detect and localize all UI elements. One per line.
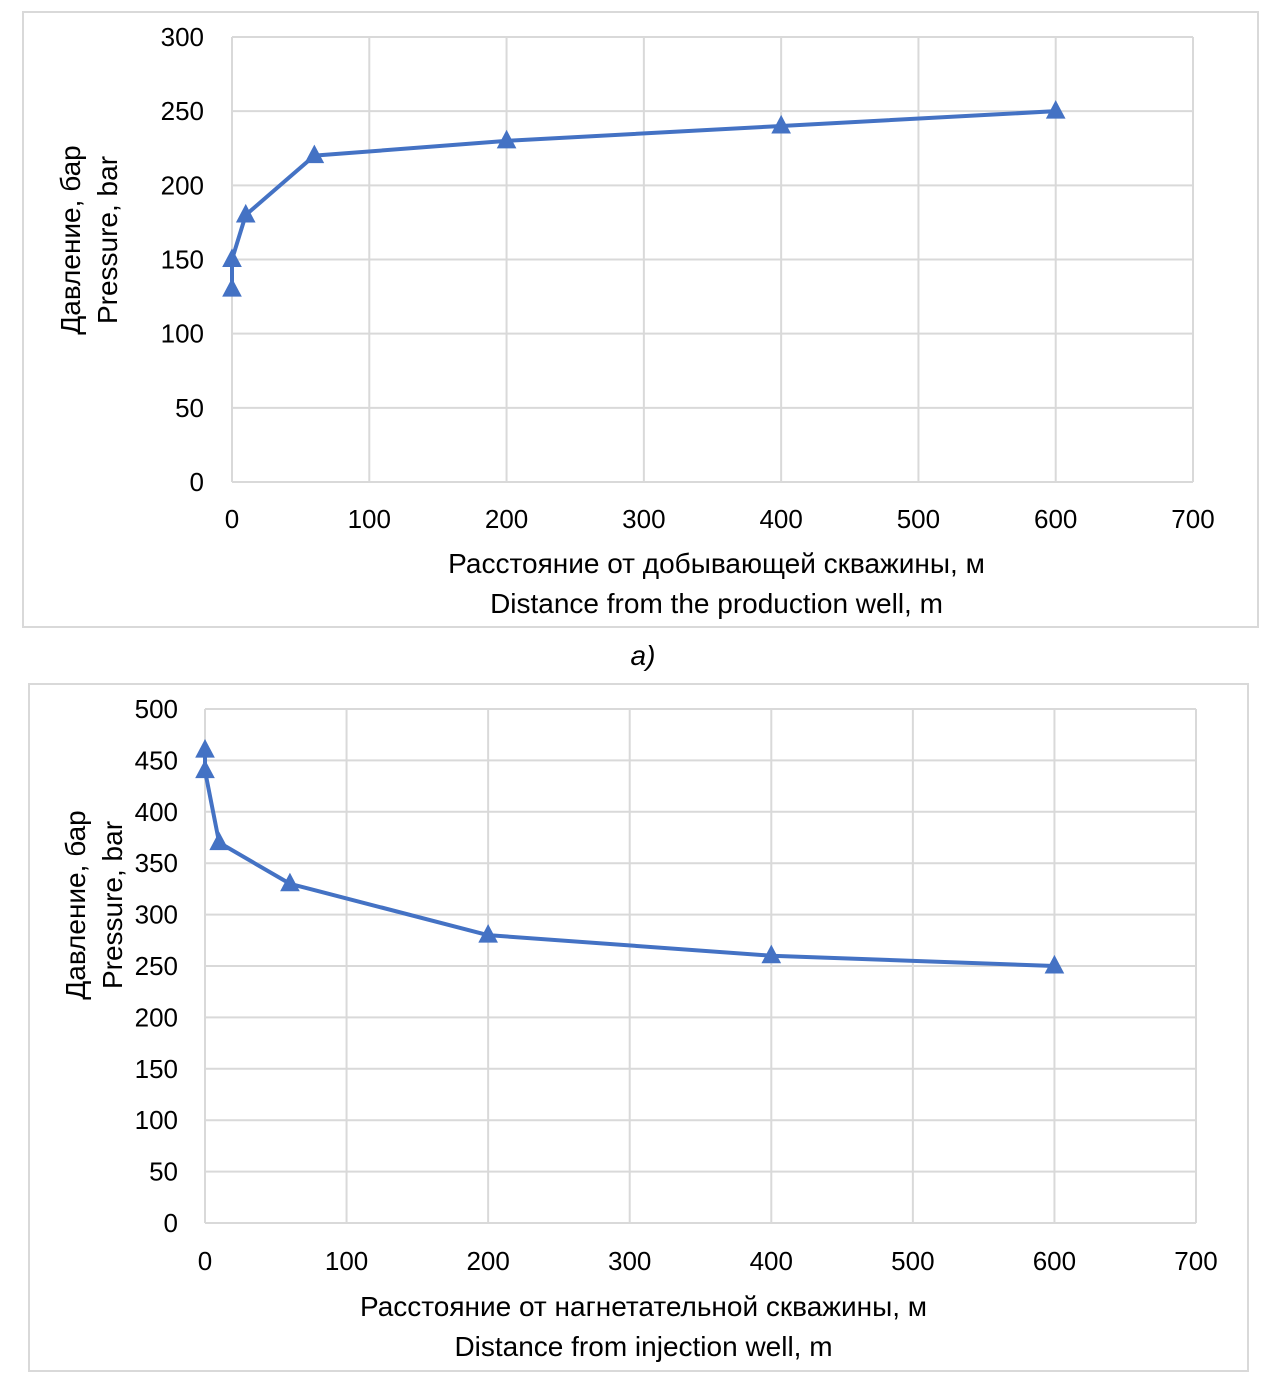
chart-a-xtick-label-700: 700: [1171, 504, 1214, 534]
chart-a-ytick-label-250: 250: [161, 96, 204, 126]
chart-b-xtick-label-400: 400: [750, 1246, 793, 1276]
chart-b-xtick-label-200: 200: [466, 1246, 509, 1276]
chart-a-yaxis-title-line-1: Давление, бар: [55, 145, 86, 334]
chart-b-ytick-label-350: 350: [135, 848, 178, 878]
chart-b-xtick-label-100: 100: [325, 1246, 368, 1276]
chart-b-point-2: [209, 831, 229, 851]
chart-b-ytick-label-400: 400: [135, 797, 178, 827]
chart-a-xaxis-title-line-2: Distance from the production well, m: [490, 588, 943, 619]
chart-a-xtick-label-100: 100: [348, 504, 391, 534]
chart-b-ytick-label-450: 450: [135, 745, 178, 775]
chart-b-ytick-label-300: 300: [135, 900, 178, 930]
chart-b-xtick-label-500: 500: [891, 1246, 934, 1276]
chart-a-ytick-label-50: 50: [175, 393, 204, 423]
chart-a-point-1: [222, 248, 242, 267]
chart-b-xaxis-title-line-1: Расстояние от нагнетательной скважины, м: [360, 1291, 927, 1322]
chart-a-point-6: [1045, 100, 1066, 119]
chart-a-caption: а): [630, 640, 656, 671]
chart-a-xtick-label-500: 500: [897, 504, 940, 534]
chart-a-point-3: [304, 144, 325, 164]
chart-b-point-6: [1044, 954, 1065, 974]
chart-b-point-5: [761, 944, 782, 964]
chart-b-ytick-label-0: 0: [164, 1208, 178, 1238]
chart-a-xtick-label-0: 0: [225, 504, 239, 534]
chart-b-yaxis-title-line-2: Pressure, bar: [97, 821, 128, 989]
chart-a-xtick-label-600: 600: [1034, 504, 1077, 534]
chart-a-ytick-label-100: 100: [161, 319, 204, 349]
chart-a-ytick-label-300: 300: [161, 22, 204, 52]
chart-b-frame: [28, 683, 1249, 1372]
chart-b-xaxis-title-line-2: Distance from injection well, m: [454, 1331, 832, 1362]
chart-a-point-0: [222, 278, 242, 297]
chart-a-point-2: [235, 203, 256, 223]
chart-b-xtick-label-0: 0: [198, 1246, 212, 1276]
chart-a-point-5: [771, 114, 791, 134]
chart-a-ytick-label-150: 150: [161, 245, 204, 275]
chart-a-point-4: [496, 129, 517, 149]
chart-b-ytick-label-50: 50: [149, 1157, 178, 1187]
chart-b-yaxis-title-line-1: Давление, бар: [60, 810, 91, 999]
chart-b-point-3: [280, 872, 300, 892]
chart-a-xaxis-title-line-1: Расстояние от добывающей скважины, м: [448, 548, 985, 579]
chart-b-point-1: [195, 759, 215, 779]
chart-b-xtick-label-300: 300: [608, 1246, 651, 1276]
chart-b-ytick-label-150: 150: [135, 1054, 178, 1084]
chart-a-xtick-label-400: 400: [759, 504, 802, 534]
chart-b-ytick-label-100: 100: [135, 1105, 178, 1135]
chart-a-yaxis-title-line-2: Pressure, bar: [92, 156, 123, 324]
chart-b-point-0: [195, 739, 215, 758]
chart-b-point-4: [478, 924, 498, 943]
chart-a-xtick-label-200: 200: [485, 504, 528, 534]
chart-a-xtick-label-300: 300: [622, 504, 665, 534]
chart-b-xtick-label-700: 700: [1174, 1246, 1217, 1276]
chart-b-ytick-label-250: 250: [135, 951, 178, 981]
chart-b-xtick-label-600: 600: [1033, 1246, 1076, 1276]
chart-b-ytick-label-200: 200: [135, 1002, 178, 1032]
chart-a-ytick-label-0: 0: [190, 467, 204, 497]
chart-a-ytick-label-200: 200: [161, 170, 204, 200]
chart-b-ytick-label-500: 500: [135, 694, 178, 724]
